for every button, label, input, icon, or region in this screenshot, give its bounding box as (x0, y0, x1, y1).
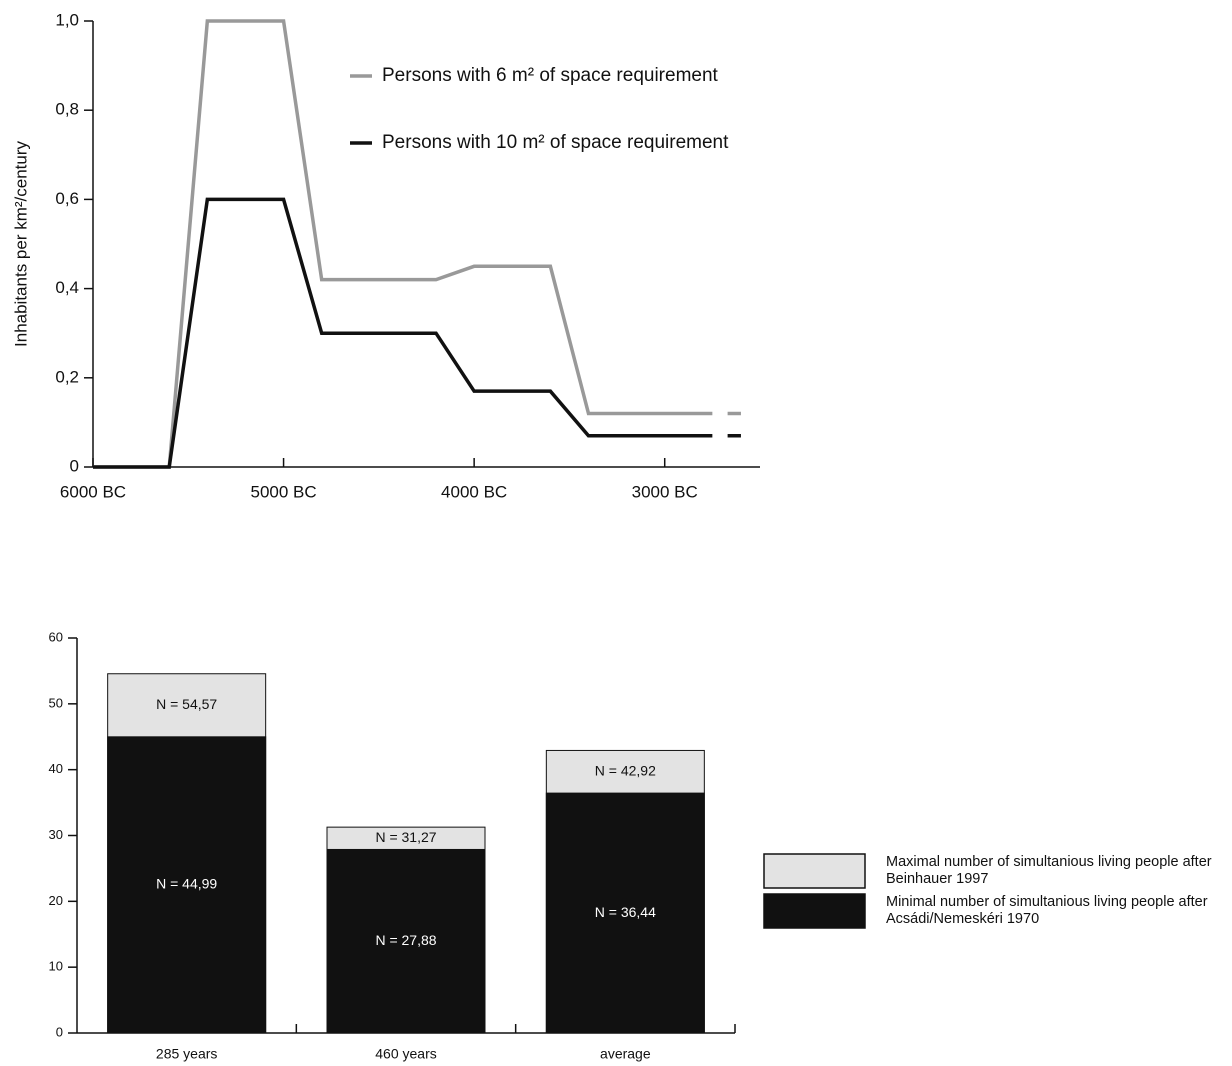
value-label: N = 54,57 (156, 696, 217, 712)
value-label: N = 44,99 (156, 876, 217, 892)
bar (545, 792, 705, 1034)
value-label: N = 31,27 (375, 829, 436, 845)
y-tick-label: 0,8 (55, 100, 79, 119)
y-tick-label: 10 (49, 959, 63, 974)
x-tick-label: 4000 BC (441, 482, 507, 501)
legend-label: Maximal number of simultanious living pe… (886, 854, 1212, 887)
y-tick-label: 1,0 (55, 10, 79, 29)
value-label: N = 36,44 (595, 904, 656, 920)
y-tick-label: 0,2 (55, 367, 79, 386)
y-tick-label: 0 (56, 1024, 63, 1039)
y-tick-label: 60 (49, 629, 63, 644)
legend-label: Persons with 10 m² of space requirement (382, 132, 729, 153)
series-line (93, 197, 741, 469)
x-tick-label: 5000 BC (250, 482, 316, 501)
legend-label: Persons with 6 m² of space requirement (382, 65, 719, 86)
legend-swatch (763, 893, 866, 929)
x-tick-label: 6000 BC (60, 482, 126, 501)
legend-swatch (763, 853, 866, 889)
series-line (93, 19, 741, 469)
y-tick-label: 50 (49, 695, 63, 710)
y-tick-label: 20 (49, 893, 63, 908)
value-label: N = 27,88 (375, 932, 436, 948)
value-label: N = 42,92 (595, 762, 656, 778)
y-tick-label: 0,6 (55, 189, 79, 208)
x-tick-label: 285 years (156, 1046, 217, 1062)
x-tick-label: average (600, 1046, 651, 1062)
bar (326, 848, 486, 1034)
legend-label: Minimal number of simultanious living pe… (886, 894, 1208, 927)
y-tick-label: 0 (70, 456, 79, 475)
y-tick-label: 40 (49, 761, 63, 776)
bar (107, 736, 267, 1034)
x-tick-label: 3000 BC (632, 482, 698, 501)
y-tick-label: 30 (49, 827, 63, 842)
y-tick-label: 0,4 (55, 278, 79, 297)
y-axis-label: Inhabitants per km²/century (11, 141, 30, 347)
x-tick-label: 460 years (375, 1046, 436, 1062)
